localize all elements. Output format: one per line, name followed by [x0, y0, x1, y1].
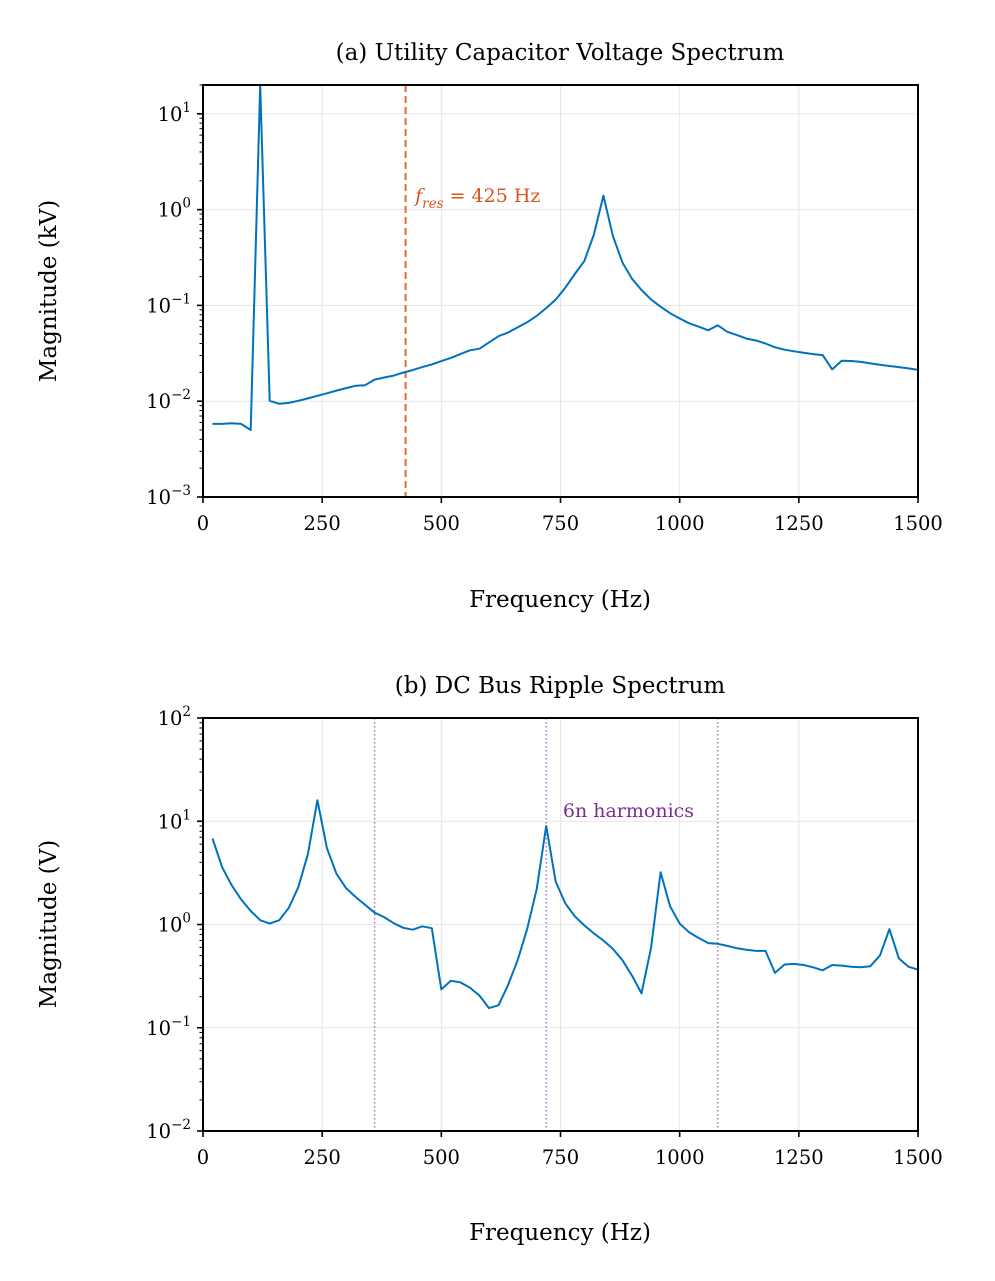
panel-b-x-axis-label: Frequency (Hz) — [469, 1220, 651, 1246]
panel-a-x-axis-label: Frequency (Hz) — [469, 587, 651, 613]
y-tick-label: 10−1 — [146, 1014, 191, 1040]
spectrum-line — [212, 85, 918, 431]
x-tick-label: 500 — [423, 512, 460, 535]
panel-b-ticks: 0 250 500 750 1000 1250 1500 10−2 10−1 100 101 102 — [146, 704, 943, 1169]
panel-a-grid — [202, 85, 919, 498]
panel-a-ticks: 0 250 500 750 1000 1250 1500 10−3 10−2 10−1 100 101 — [146, 84, 943, 535]
y-tick-label: 10−2 — [146, 1117, 191, 1143]
x-tick-label: 500 — [423, 1146, 460, 1169]
x-tick-label: 1250 — [774, 512, 824, 535]
panel-b: (b) DC Bus Ripple Spectrum 0 250 500 750 100… — [36, 673, 943, 1246]
x-tick-label: 750 — [542, 1146, 579, 1169]
y-tick-label: 101 — [158, 807, 191, 833]
panel-a-plot-area — [212, 85, 918, 431]
y-tick-label: 101 — [158, 100, 191, 126]
y-tick-label: 102 — [158, 704, 191, 730]
panel-b-plot-area — [211, 799, 918, 1010]
x-tick-label: 250 — [304, 1146, 341, 1169]
x-tick-label: 0 — [197, 1146, 209, 1169]
y-tick-label: 10−2 — [146, 387, 191, 413]
x-tick-label: 1000 — [655, 1146, 705, 1169]
panel-b-harmonics-annotation: 6n harmonics — [563, 800, 694, 822]
panel-b-reference-lines — [373, 718, 719, 1131]
spectrum-line — [211, 799, 918, 1010]
panel-a-resonance-annotation: fres = 425 Hz — [413, 185, 540, 212]
x-tick-label: 1500 — [893, 1146, 943, 1169]
x-tick-label: 1250 — [774, 1146, 824, 1169]
panel-a: (a) Utility Capacitor Voltage Spectrum 0… — [36, 40, 943, 613]
x-tick-label: 0 — [197, 512, 209, 535]
x-tick-label: 250 — [304, 512, 341, 535]
x-tick-label: 1000 — [655, 512, 705, 535]
y-tick-label: 10−1 — [146, 291, 191, 317]
y-tick-label: 100 — [158, 911, 191, 937]
panel-b-title: (b) DC Bus Ripple Spectrum — [395, 673, 726, 699]
panel-a-y-axis-label: Magnitude (kV) — [36, 200, 62, 382]
panel-b-y-axis-label: Magnitude (V) — [36, 840, 62, 1008]
x-tick-label: 750 — [542, 512, 579, 535]
panel-b-grid — [202, 717, 919, 1132]
resonance-value: = 425 Hz — [444, 185, 541, 207]
panel-a-title: (a) Utility Capacitor Voltage Spectrum — [336, 40, 785, 66]
y-tick-label: 100 — [158, 196, 191, 222]
x-tick-label: 1500 — [893, 512, 943, 535]
resonance-subscript: res — [422, 196, 443, 212]
resonance-f-symbol: f — [413, 185, 425, 207]
y-tick-label: 10−3 — [146, 483, 191, 509]
